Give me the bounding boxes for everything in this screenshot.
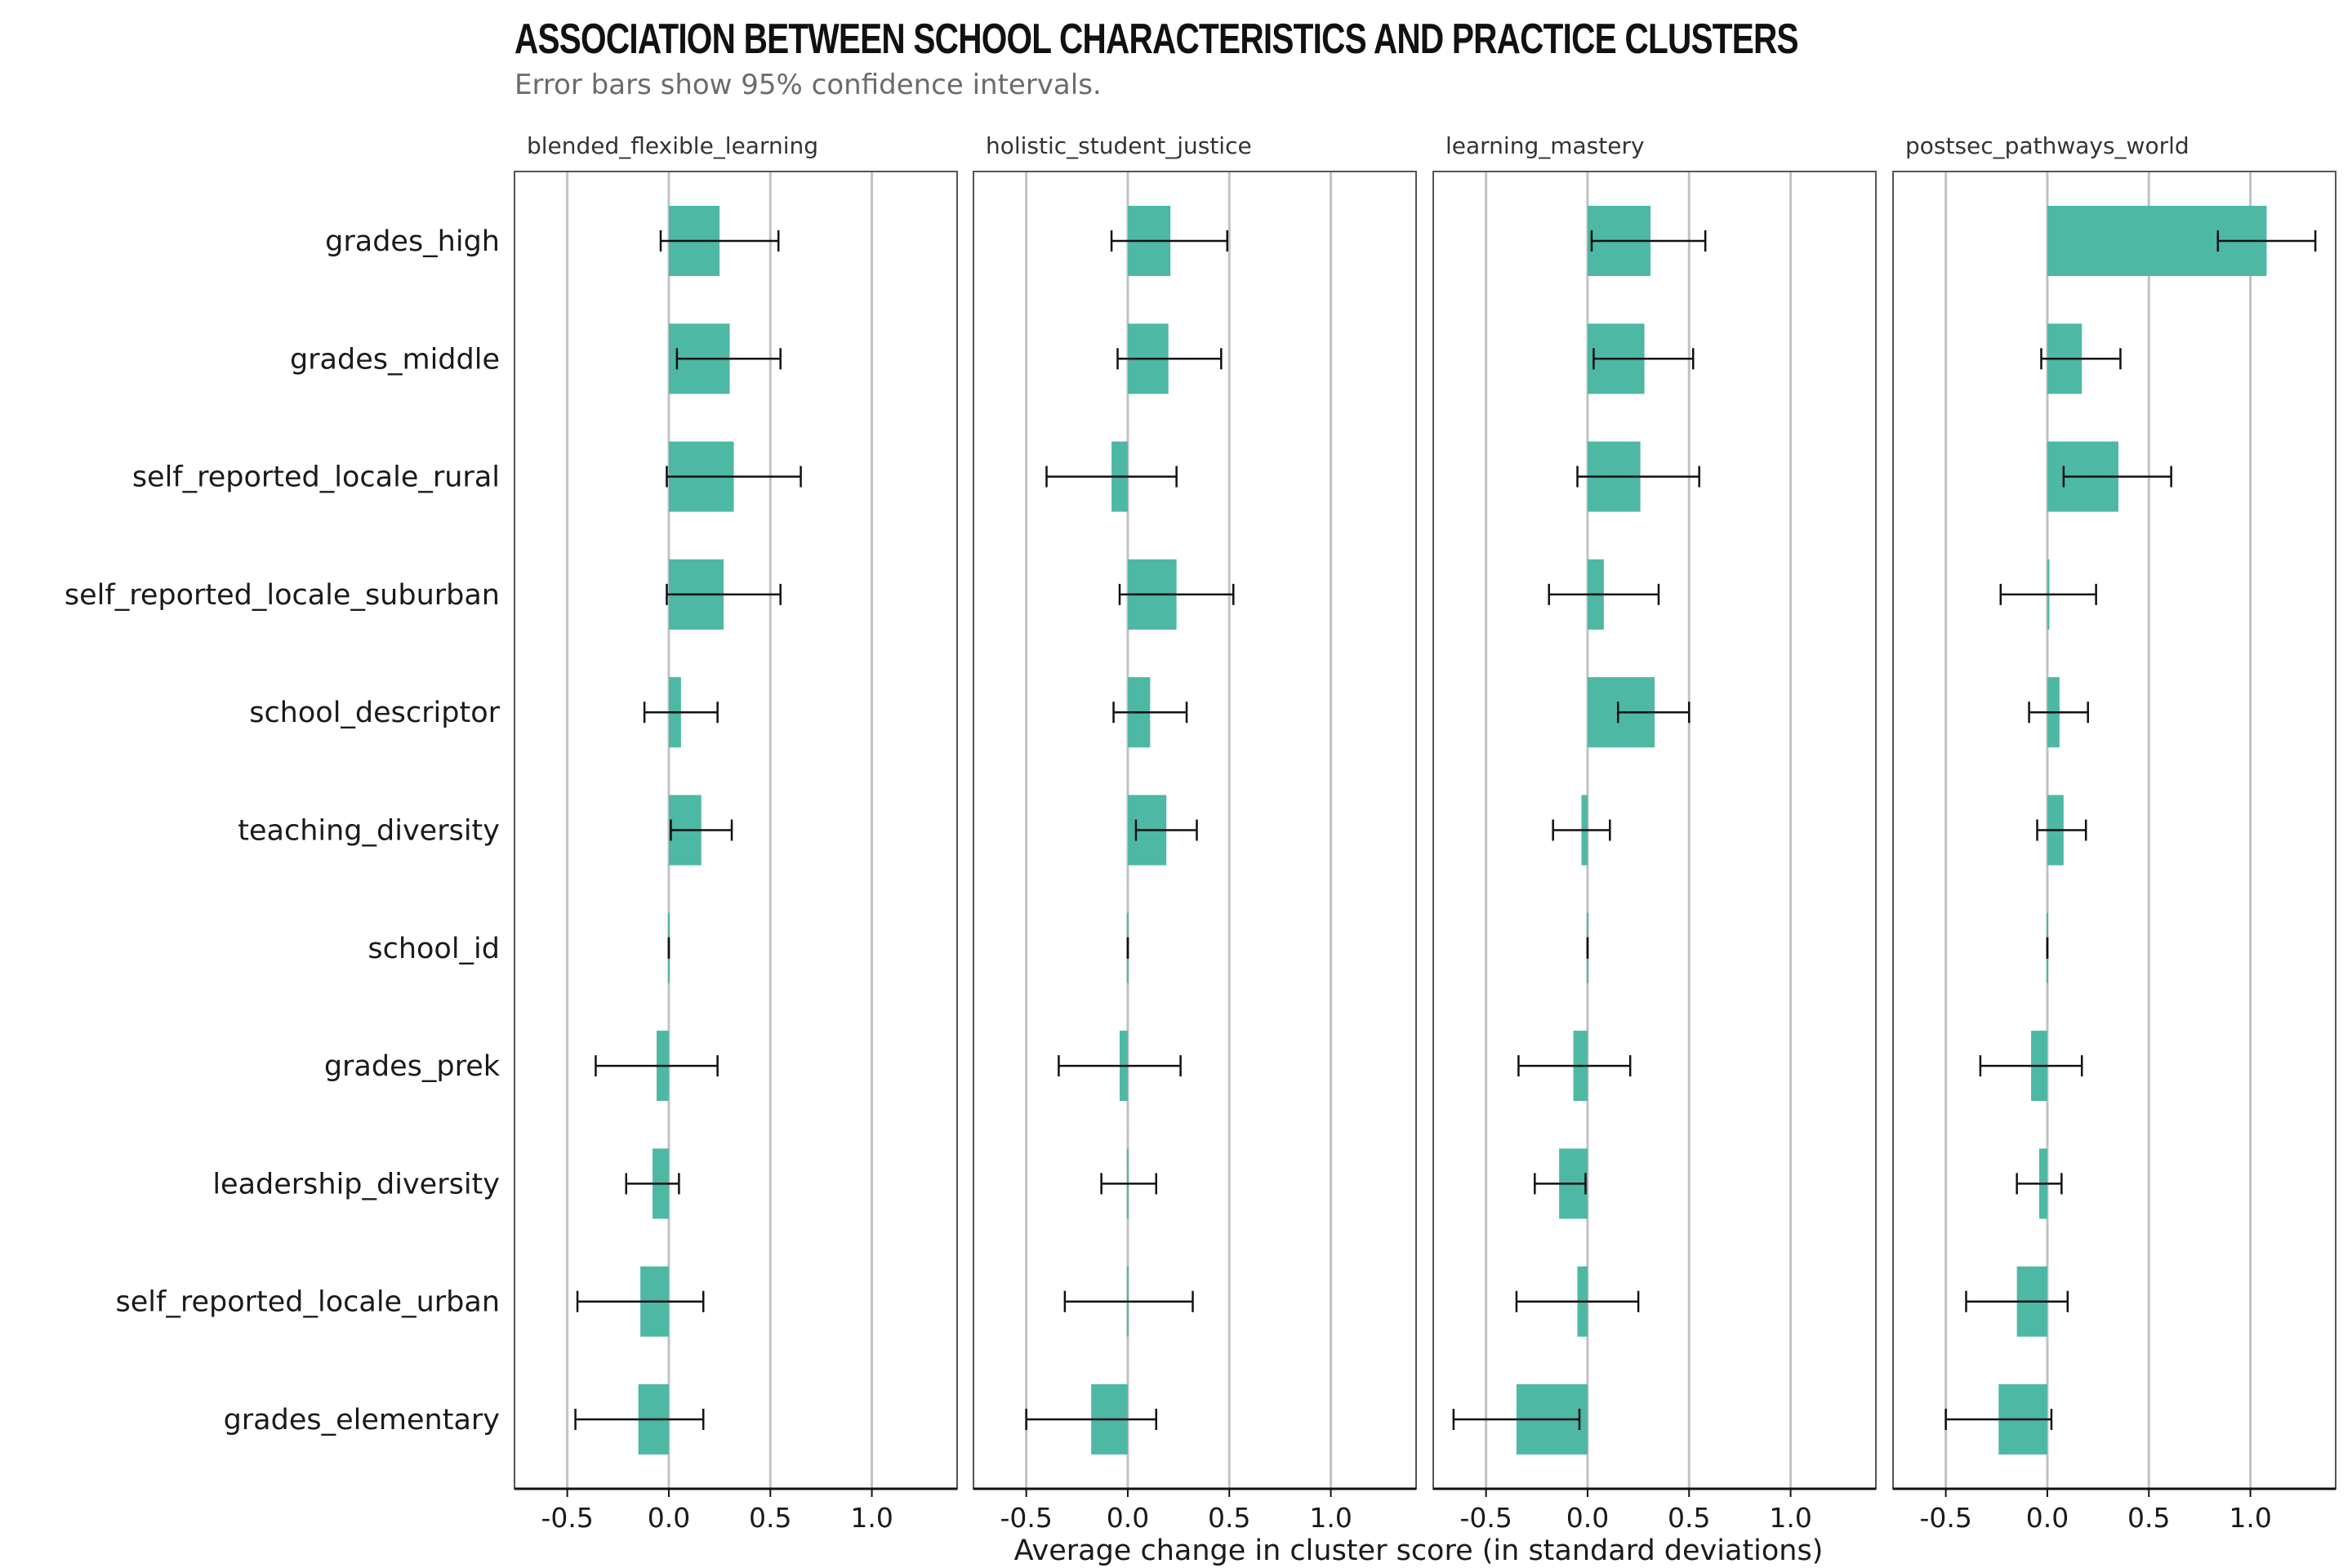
category-label: grades_middle	[290, 343, 500, 376]
x-tick-label: -0.5	[1919, 1502, 1971, 1534]
x-tick-label: 0.0	[2026, 1502, 2069, 1534]
category-label: self_reported_locale_rural	[132, 461, 500, 494]
x-tick-label: 0.5	[1668, 1502, 1710, 1534]
x-tick-label: 1.0	[850, 1502, 893, 1534]
x-tick-label: 0.0	[1566, 1502, 1609, 1534]
x-tick-label: -0.5	[541, 1502, 593, 1534]
panel-strip-label: postsec_pathways_world	[1905, 132, 2189, 159]
x-tick-label: -0.5	[1000, 1502, 1052, 1534]
category-label: self_reported_locale_suburban	[65, 579, 500, 612]
panel-frame	[1892, 171, 2336, 1490]
category-label: self_reported_locale_urban	[116, 1286, 500, 1319]
x-tick-label: 1.0	[2229, 1502, 2271, 1534]
panel-strip-label: learning_mastery	[1446, 132, 1645, 159]
panel-strip-label: blended_flexible_learning	[527, 132, 818, 159]
x-tick-label: 0.5	[2127, 1502, 2170, 1534]
category-label: grades_high	[325, 225, 500, 258]
category-label: school_descriptor	[249, 697, 500, 729]
category-label: leadership_diversity	[212, 1168, 500, 1200]
x-tick-label: 0.5	[1208, 1502, 1250, 1534]
x-tick-label: 0.5	[749, 1502, 791, 1534]
x-tick-label: 0.0	[1107, 1502, 1149, 1534]
panel-frame	[514, 171, 958, 1490]
category-label: school_id	[368, 933, 500, 965]
x-tick-label: 1.0	[1309, 1502, 1352, 1534]
category-label: grades_prek	[324, 1050, 501, 1083]
chart-subtitle: Error bars show 95% confidence intervals…	[514, 69, 1102, 101]
panel-frame	[1432, 171, 1877, 1490]
panel-strip-label: holistic_student_justice	[986, 132, 1252, 159]
category-label: grades_elementary	[224, 1404, 500, 1437]
x-tick-label: 1.0	[1769, 1502, 1811, 1534]
chart-title: ASSOCIATION BETWEEN SCHOOL CHARACTERISTI…	[514, 16, 1799, 63]
x-axis-title: Average change in cluster score (in stan…	[1014, 1535, 1824, 1567]
x-tick-label: 0.0	[648, 1502, 690, 1534]
x-tick-label: -0.5	[1459, 1502, 1512, 1534]
category-label: teaching_diversity	[238, 815, 500, 848]
